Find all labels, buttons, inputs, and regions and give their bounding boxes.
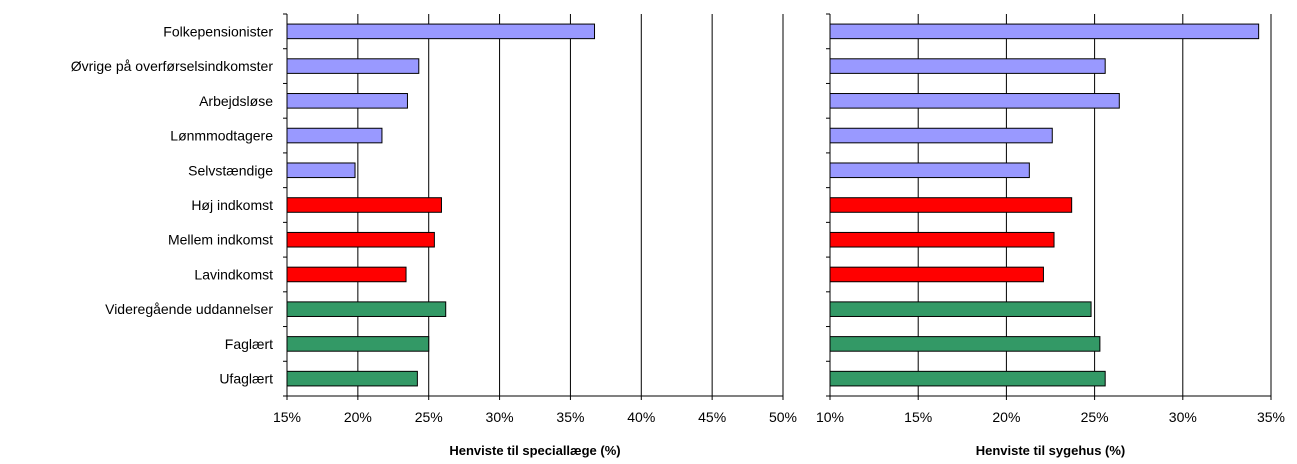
category-label-hoj-indkomst: Høj indkomst [191,197,273,213]
chart-panel-speciallaege: 15% 20% 25% 30% 35% 40% 45% 50% Folkepensioniste… [71,13,797,458]
x-tick-label: 25% [1081,409,1109,425]
bar-selvstaendige [286,162,356,179]
bar-folkepensionister [286,23,596,40]
bar-ufaglaert [286,370,418,387]
bar-videregaende-uddannelser [286,301,447,317]
bar-arbejdslose [286,93,408,109]
x-tick-label: 40% [627,409,655,425]
category-label-lonmmodtagere: Lønmmodtagere [170,128,273,144]
x-tick-label: 30% [1169,409,1197,425]
bar-ufaglaert [829,370,1106,387]
x-tick-label: 45% [698,409,726,425]
x-axis-title: Henviste til speciallæge (%) [449,443,620,458]
category-label-folkepensionister: Folkepensionister [163,23,273,39]
category-label-faglaert: Faglært [225,336,273,352]
x-tick-label: 20% [992,409,1020,425]
x-axis-title: Henviste til sygehus (%) [976,443,1126,458]
bar-faglaert [829,336,1101,352]
bar-arbejdslose [829,93,1120,109]
bar-lavindkomst [286,266,407,283]
x-tick-label: 25% [415,409,443,425]
bar-lonmmodtagere [286,127,383,144]
category-label-lavindkomst: Lavindkomst [194,266,273,282]
bar-faglaert [286,336,430,352]
bar-mellem-indkomst [286,231,435,248]
x-tick-label: 10% [816,409,844,425]
chart-panel-sygehus: 10% 15% 20% 25% 30% 35% Henviste til sygehus (… [816,13,1285,458]
bar-lavindkomst [829,266,1044,283]
bar-ovrige-pa-overforselsindkomster [286,58,420,74]
category-label-mellem-indkomst: Mellem indkomst [168,232,273,248]
bar-hoj-indkomst [829,197,1073,213]
bar-folkepensionister [829,23,1260,40]
x-tick-label: 20% [344,409,372,425]
bar-lonmmodtagere [829,127,1053,144]
bar-ovrige-pa-overforselsindkomster [829,58,1106,74]
bar-hoj-indkomst [286,197,442,213]
category-label-ufaglaert: Ufaglært [219,371,273,387]
category-label-selvstaendige: Selvstændige [188,162,273,178]
bar-selvstaendige [829,162,1030,179]
x-tick-label: 15% [273,409,301,425]
bar-mellem-indkomst [829,231,1055,248]
category-label-ovrige-pa-overforselsindkomster: Øvrige på overførselsindkomster [71,58,274,74]
category-label-videregaende-uddannelser: Videregående uddannelser [105,301,273,317]
x-tick-label: 35% [556,409,584,425]
x-tick-label: 30% [486,409,514,425]
bar-videregaende-uddannelser [829,301,1092,317]
x-tick-label: 50% [769,409,797,425]
x-tick-label: 35% [1257,409,1285,425]
x-tick-label: 15% [904,409,932,425]
category-label-arbejdslose: Arbejdsløse [199,93,273,109]
